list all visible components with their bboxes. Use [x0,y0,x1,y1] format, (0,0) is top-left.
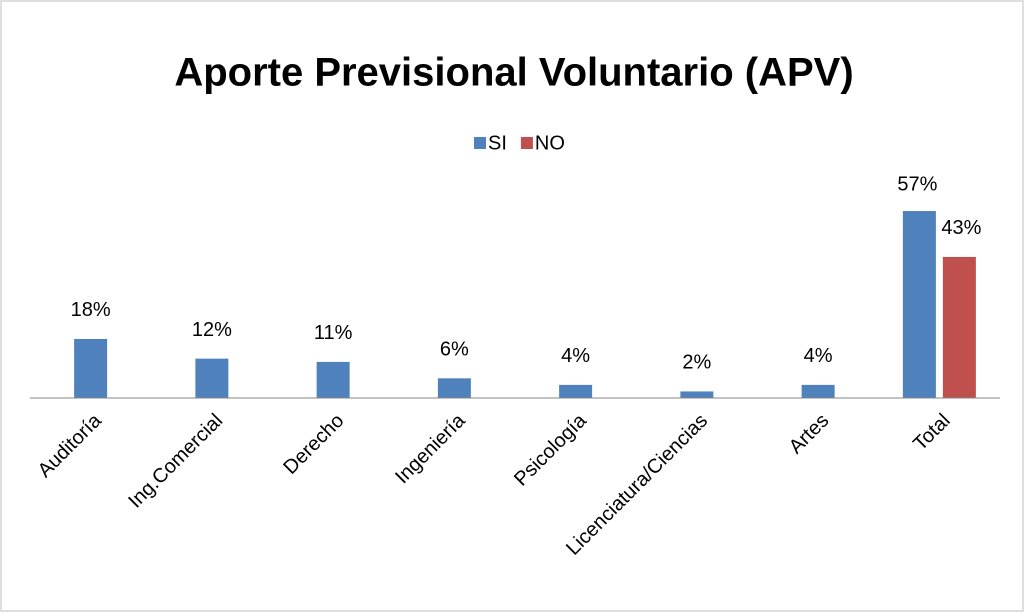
value-label: 6% [440,339,469,361]
value-label: 4% [804,345,833,367]
legend-label: NO [535,132,565,154]
bar [942,256,976,398]
bar [680,391,714,398]
value-label: 18% [71,299,111,321]
bar [559,384,593,398]
legend-swatch [474,137,486,149]
chart-title: Aporte Previsional Voluntario (APV) [174,51,853,95]
bar [437,378,471,398]
bar [195,358,229,398]
value-label: 2% [682,352,711,374]
bar [316,361,350,398]
legend-label: SI [488,132,507,154]
value-label: 43% [941,217,981,239]
value-label: 4% [561,345,590,367]
value-label: 11% [314,322,353,344]
bar [801,384,835,398]
value-label: 12% [192,319,232,341]
bar [74,338,108,398]
value-label: 57% [897,173,937,195]
bar [902,211,936,398]
legend-swatch [520,137,533,149]
